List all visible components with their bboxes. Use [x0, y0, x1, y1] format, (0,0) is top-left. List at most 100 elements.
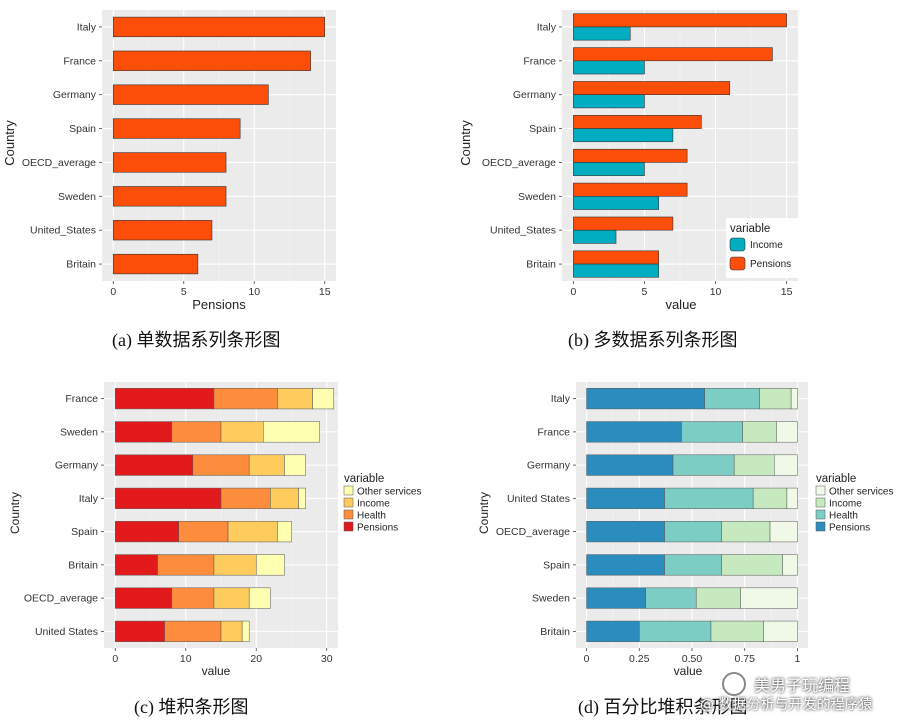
legend-title: variable	[344, 473, 384, 485]
bar-britain-income	[573, 263, 659, 278]
bar-italy-pensions	[112, 16, 326, 38]
x-tick-label: 20	[250, 653, 262, 665]
bar-chart-multi-series: 0 5 10 15 Italy France Germany Spain OECD_averag…	[458, 10, 804, 312]
bar-britain-other-services	[255, 554, 285, 576]
bar-italy-health	[220, 487, 271, 509]
bar-france-income	[277, 388, 313, 410]
bar-united-states-pensions	[112, 220, 213, 241]
bar-chart-single-series: 0 5 10 15 Italy France Germany Spain OECD_averag…	[2, 10, 336, 312]
bar-oecd-average-pensions	[112, 152, 227, 173]
bar-spain-health	[178, 521, 229, 543]
bar-britain-income	[710, 620, 764, 642]
y-tick-label-sweden: Sweden	[60, 426, 98, 438]
x-tick-label: 10	[248, 286, 260, 298]
bar-united-states-health	[164, 620, 222, 642]
bar-france-health	[681, 421, 743, 443]
legend-swatch-other-services	[815, 485, 826, 496]
bar-germany-pensions	[112, 84, 269, 105]
y-tick-label-italy: Italy	[77, 21, 97, 33]
bar-oecd-average-health	[664, 521, 722, 543]
x-tick-label: 15	[319, 286, 331, 298]
caption-d: (d) 百分比堆积条形图	[578, 697, 748, 717]
bar-italy-income	[270, 487, 299, 509]
legend-title: variable	[730, 223, 770, 235]
y-tick-label-oecd-average: OECD_average	[24, 593, 98, 605]
bar-sweden-other-services	[740, 587, 798, 609]
bar-sweden-pensions	[112, 186, 227, 207]
bar-united-states-other-services	[241, 620, 250, 642]
y-tick-label-britain: Britain	[540, 626, 570, 638]
y-tick-label-italy: Italy	[537, 21, 557, 33]
x-tick-label: 0.50	[682, 653, 703, 665]
y-tick-label-britain: Britain	[526, 259, 556, 271]
legend-label-income: Income	[357, 499, 390, 510]
bar-sweden-other-services	[263, 421, 320, 443]
bar-spain-pensions	[112, 118, 241, 139]
y-tick-label-germany: Germany	[55, 460, 99, 472]
caption-c: (c) 堆积条形图	[134, 697, 249, 717]
x-tick-label: 0.25	[629, 653, 650, 665]
bar-united-states-pensions	[115, 620, 165, 642]
legend-swatch-pensions	[343, 521, 354, 532]
bar-britain-pensions	[112, 253, 199, 275]
chart-panel-a: 0 5 10 15 Italy France Germany Spain OECD_averag…	[0, 0, 340, 318]
watermark-line-2: @ 数据分析与开发的程序猿	[700, 697, 873, 713]
bar-spain-other-services	[782, 554, 798, 576]
bar-spain-pensions	[586, 554, 665, 576]
bar-spain-health	[664, 554, 722, 576]
bar-united-states-health	[664, 487, 754, 509]
legend-swatch-income	[343, 497, 354, 508]
legend-label-other-services: Other services	[357, 487, 421, 498]
y-tick-label-france: France	[63, 55, 96, 67]
chart-panel-d: 0 0.25 0.50 0.75 1 Italy France Germany United S…	[456, 370, 908, 686]
x-tick-label: 5	[642, 286, 648, 298]
bar-oecd-average-health	[171, 587, 215, 609]
bar-sweden-health	[171, 421, 222, 443]
bar-oecd-average-pensions	[586, 521, 665, 543]
legend-swatch-health	[343, 509, 354, 520]
x-axis-title: value	[202, 664, 231, 678]
percent-stacked-bar-chart: 0 0.25 0.50 0.75 1 Italy France Germany United S…	[477, 382, 893, 678]
bar-oecd-average-other-services	[769, 521, 798, 543]
y-tick-label-oecd-average: OECD_average	[22, 157, 96, 169]
x-tick-label: 0.75	[735, 653, 756, 665]
bar-france-pensions	[115, 388, 215, 410]
bar-oecd-average-income	[213, 587, 250, 609]
bar-united-states-income	[573, 229, 617, 244]
plot-area: 0 5 10 15 Italy France Germany Spain OECD_averag…	[22, 10, 336, 298]
x-tick-label: 30	[321, 653, 333, 665]
stacked-bar-chart: 0 10 20 30 France Sweden Germany Italy Spain Brit…	[8, 382, 421, 678]
bar-italy-pensions	[573, 13, 787, 28]
x-tick-label: 1	[795, 653, 801, 665]
y-tick-label-sweden: Sweden	[532, 593, 570, 605]
y-axis-title: Country	[458, 120, 473, 166]
legend-label-pensions: Pensions	[750, 259, 791, 270]
bar-britain-income	[213, 554, 257, 576]
bar-spain-other-services	[277, 521, 292, 543]
bar-oecd-average-pensions	[115, 587, 172, 609]
legend-label-pensions: Pensions	[357, 523, 398, 534]
y-tick-label-sweden: Sweden	[58, 191, 96, 203]
y-tick-label-germany: Germany	[513, 89, 557, 101]
bar-france-income	[573, 60, 645, 75]
bar-united-states-pensions	[586, 487, 665, 509]
x-tick-label: 5	[181, 286, 187, 298]
bar-spain-income	[573, 128, 674, 143]
bar-germany-other-services	[774, 454, 798, 476]
y-tick-label-france: France	[523, 55, 556, 67]
bar-united-states-other-services	[786, 487, 798, 509]
bar-italy-income	[759, 388, 792, 410]
legend-label-pensions: Pensions	[829, 523, 870, 534]
legend-label-other-services: Other services	[829, 487, 893, 498]
x-tick-label: 0	[112, 653, 118, 665]
bar-germany-health	[192, 454, 250, 476]
y-tick-label-oecd-average: OECD_average	[496, 526, 570, 538]
bar-germany-health	[672, 454, 735, 476]
plot-area: 0 0.25 0.50 0.75 1 Italy France Germany United S…	[496, 382, 808, 665]
bar-france-pensions	[112, 50, 311, 71]
y-tick-label-sweden: Sweden	[518, 191, 556, 203]
bar-italy-health	[704, 388, 760, 410]
y-tick-label-united-states: United States	[35, 626, 98, 638]
x-tick-label: 0	[570, 286, 576, 298]
y-tick-label-united-states: United States	[507, 493, 570, 505]
